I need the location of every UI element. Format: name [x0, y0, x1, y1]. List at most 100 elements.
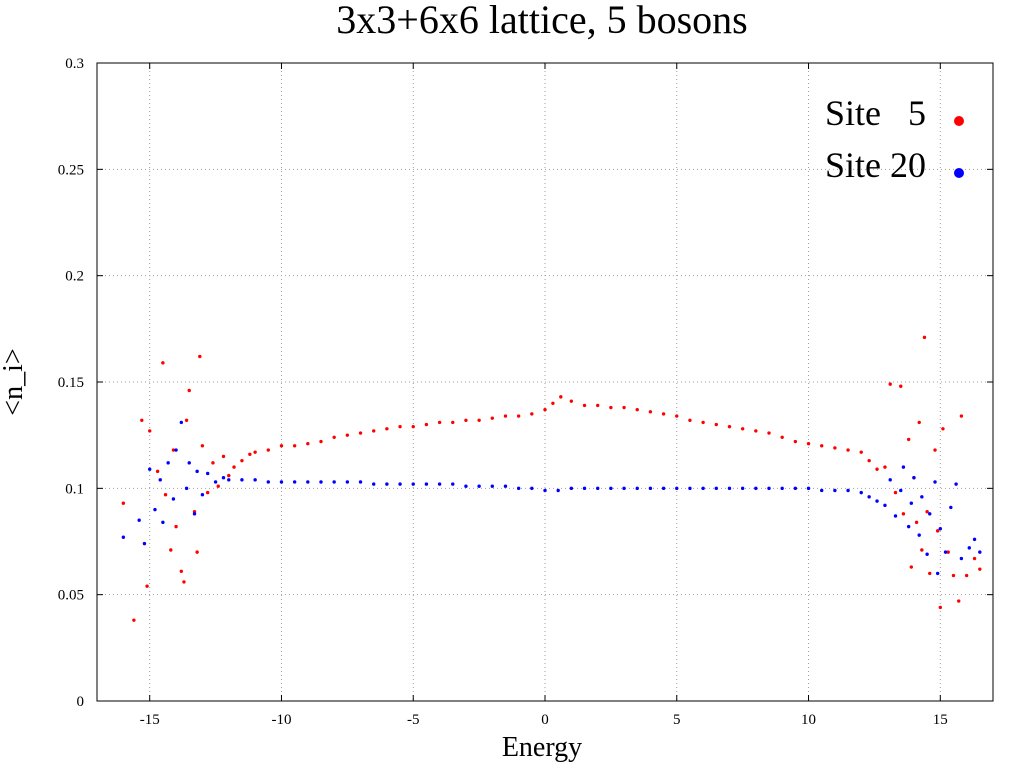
data-point [899, 384, 903, 388]
data-point [906, 437, 911, 442]
data-point [437, 482, 442, 486]
data-point [946, 550, 950, 554]
data-point [859, 490, 863, 495]
data-point [951, 573, 956, 578]
data-point [675, 486, 679, 491]
data-point [192, 512, 197, 516]
data-point [266, 480, 270, 484]
data-point [358, 480, 363, 484]
data-point [345, 480, 350, 484]
data-point [171, 448, 176, 452]
data-point [909, 565, 914, 569]
data-point [928, 571, 932, 576]
data-point [727, 486, 732, 491]
data-point [179, 420, 184, 425]
data-point [901, 465, 906, 469]
data-point [132, 618, 136, 622]
data-point [964, 573, 969, 578]
y-tick-label: 0.05 [58, 588, 84, 604]
data-point [912, 476, 916, 480]
data-point [213, 480, 218, 484]
data-point [171, 497, 176, 501]
data-point [195, 550, 199, 554]
data-point [941, 427, 945, 431]
data-point [490, 416, 494, 420]
data-point [914, 520, 919, 525]
x-axis-ticks: -15 -10 -5 0 5 10 15 [140, 63, 948, 728]
data-point [648, 486, 653, 491]
data-point [967, 546, 971, 550]
y-tick-label: 0.1 [65, 481, 84, 497]
data-point [754, 429, 758, 433]
data-point [216, 484, 220, 488]
data-point [609, 486, 613, 491]
data-point [559, 395, 563, 399]
data-point [569, 399, 574, 403]
data-point [200, 444, 205, 448]
data-point [306, 480, 310, 484]
data-point [959, 556, 964, 561]
data-point [569, 486, 574, 491]
data-point [385, 482, 389, 486]
data-point [411, 482, 415, 486]
data-point [883, 465, 887, 469]
data-point [121, 501, 126, 505]
data-point [543, 488, 547, 493]
data-point [490, 484, 494, 488]
data-point [972, 556, 977, 561]
data-point [859, 450, 863, 454]
data-point [253, 478, 257, 482]
data-point [846, 488, 850, 493]
x-tick-label: -5 [407, 712, 420, 728]
data-point [701, 486, 705, 491]
data-point [516, 486, 521, 491]
data-point [424, 482, 429, 486]
data-point [121, 535, 126, 539]
data-point [582, 403, 587, 408]
data-point [372, 429, 376, 433]
y-tick-label: 0 [77, 694, 85, 710]
data-point [345, 433, 350, 437]
data-point [174, 448, 178, 452]
data-points [121, 335, 982, 622]
data-point [142, 541, 147, 546]
y-tick-label: 0.25 [58, 162, 84, 178]
data-point [648, 410, 653, 414]
data-point [883, 503, 887, 508]
data-point [935, 529, 940, 533]
data-point [174, 524, 178, 529]
data-point [938, 605, 942, 610]
data-point [893, 490, 898, 495]
data-point [424, 422, 429, 427]
data-point [714, 422, 718, 427]
data-point [385, 427, 389, 431]
series-site-20 [121, 420, 982, 576]
data-point [551, 401, 555, 405]
data-point [556, 488, 560, 493]
data-point [161, 361, 165, 365]
data-point [184, 486, 189, 491]
data-point [740, 486, 745, 491]
data-point [205, 471, 210, 476]
data-point [398, 482, 402, 486]
data-point [279, 480, 284, 484]
data-point [675, 414, 679, 418]
data-point [477, 484, 481, 488]
data-point [701, 420, 705, 425]
data-point [820, 444, 824, 448]
data-point [949, 505, 953, 510]
data-point [917, 420, 921, 425]
data-point [959, 414, 964, 418]
data-point [875, 499, 879, 503]
data-point [938, 527, 942, 531]
data-point [920, 548, 924, 552]
data-point [635, 486, 639, 491]
data-point [867, 458, 871, 463]
y-axis-ticks: 0 0.05 0.1 0.15 0.2 0.25 0.3 [58, 56, 993, 710]
data-point [319, 480, 323, 484]
data-point [530, 412, 534, 416]
data-point [227, 473, 231, 478]
data-point [179, 569, 184, 573]
y-tick-label: 0.2 [65, 269, 84, 285]
data-point [780, 486, 784, 491]
